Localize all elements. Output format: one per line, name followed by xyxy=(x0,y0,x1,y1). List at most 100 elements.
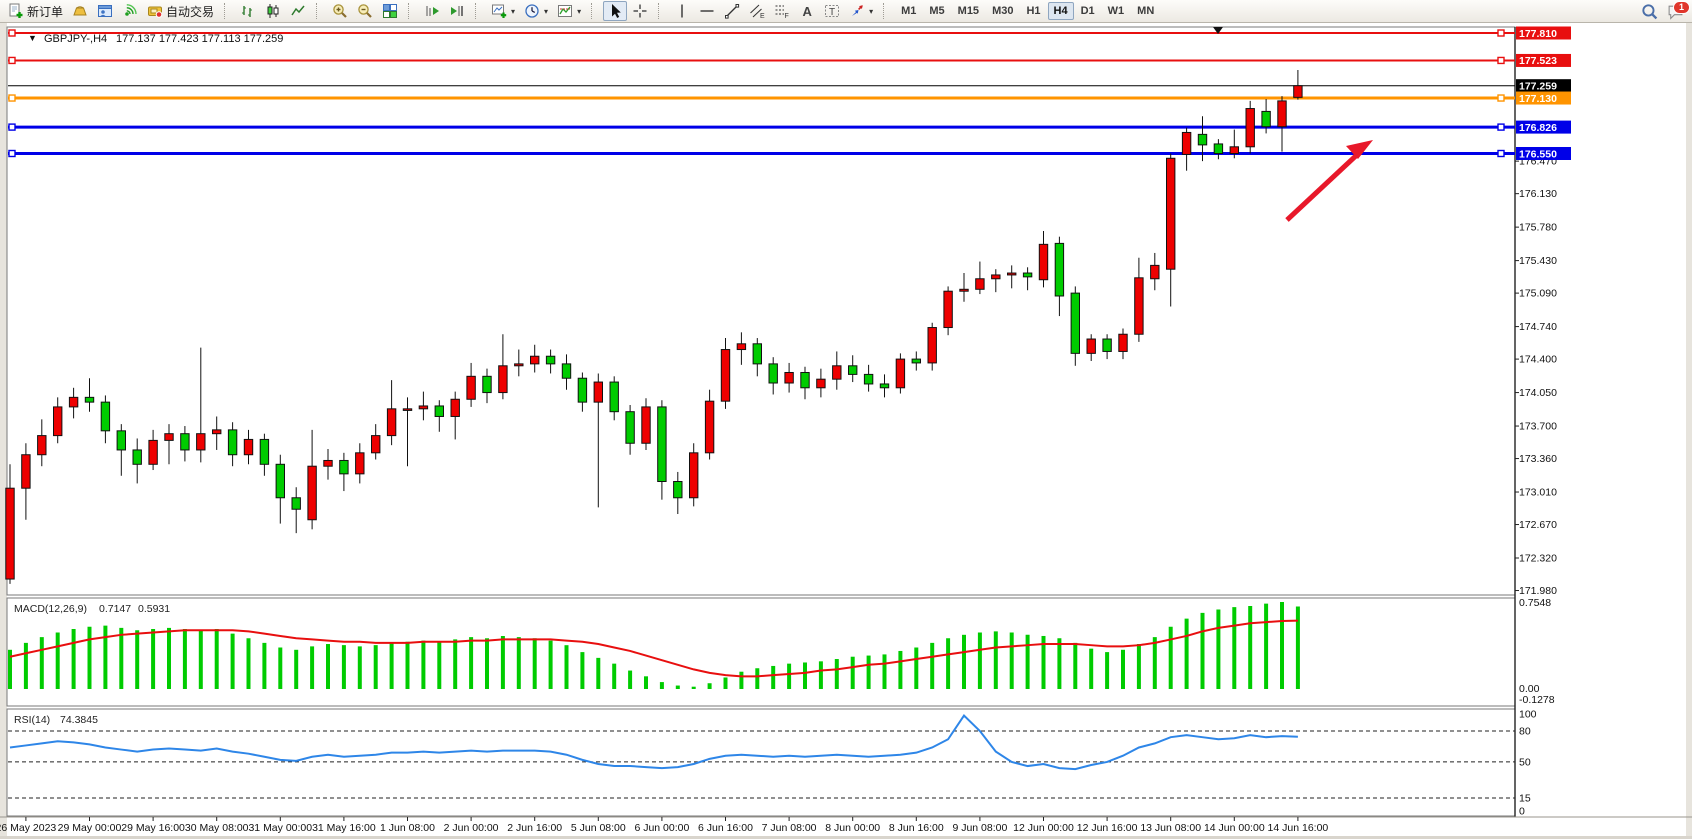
timeframe-h4-button[interactable]: H4 xyxy=(1047,2,1074,20)
svg-text:F: F xyxy=(785,13,789,19)
price-badge-label: 177.130 xyxy=(1519,93,1557,105)
rsi-value: 74.3845 xyxy=(60,714,98,726)
crosshair-button[interactable] xyxy=(628,1,652,21)
hline-handle-right[interactable] xyxy=(1497,149,1505,158)
time-tick-label: 14 Jun 16:00 xyxy=(1268,822,1329,834)
hline-handle-left[interactable] xyxy=(8,123,16,131)
price-tick-label: 175.090 xyxy=(1519,288,1557,300)
timeframe-d1-button[interactable]: D1 xyxy=(1080,5,1095,17)
hline-handle-left[interactable] xyxy=(8,56,16,65)
hline-handle-left[interactable] xyxy=(8,94,16,102)
timeframe-m30-button[interactable]: M30 xyxy=(992,5,1014,17)
time-tick-label: 8 Jun 16:00 xyxy=(889,822,944,834)
candle xyxy=(148,439,158,465)
time-tick-label: 2 Jun 00:00 xyxy=(444,822,499,834)
timeframe-m15-button[interactable]: M15 xyxy=(957,5,980,17)
candlestick-chart-button[interactable] xyxy=(261,1,285,21)
symbol-dropdown-icon[interactable]: ▼ xyxy=(28,33,37,43)
line-chart-button[interactable] xyxy=(286,1,310,21)
candle xyxy=(386,408,397,437)
price-tick-label: 174.050 xyxy=(1519,387,1557,399)
candle xyxy=(1277,100,1287,128)
hline-handle-right[interactable] xyxy=(1497,94,1505,102)
horizontal-line-button[interactable] xyxy=(695,1,719,21)
candle xyxy=(482,375,492,394)
candle xyxy=(848,365,858,375)
price-tick-label: 174.740 xyxy=(1519,321,1557,333)
candle xyxy=(593,381,603,403)
hline-handle-right[interactable] xyxy=(1497,123,1505,131)
candle xyxy=(1102,338,1112,352)
timeframe-m1-button[interactable]: M1 xyxy=(901,5,917,17)
candle xyxy=(116,430,126,451)
candle xyxy=(959,288,969,292)
candle xyxy=(609,381,619,413)
new-order-icon xyxy=(9,3,23,18)
vertical-line-button[interactable] xyxy=(670,1,694,21)
new-order-button[interactable]: 新订单 xyxy=(4,1,67,21)
new-chart-button[interactable]: ▾ xyxy=(487,1,519,21)
candle xyxy=(339,459,349,475)
timeframe-w1-button[interactable]: W1 xyxy=(1107,5,1125,17)
equidistant-channel-button[interactable]: E xyxy=(745,1,769,21)
auto-scroll-button[interactable] xyxy=(420,1,444,21)
zoom-out-button[interactable] xyxy=(353,1,377,21)
trend-arrow-head[interactable] xyxy=(1346,140,1373,159)
arrows-button[interactable]: ▾ xyxy=(845,1,877,21)
candle xyxy=(1022,272,1033,278)
cursor-icon xyxy=(612,4,621,18)
window-right-border xyxy=(1686,23,1692,839)
search-button[interactable] xyxy=(1637,1,1662,21)
candle xyxy=(704,400,715,454)
periods-button[interactable]: ▾ xyxy=(520,1,552,21)
tile-windows-button[interactable] xyxy=(378,1,402,21)
timeframe-m5-button[interactable]: M5 xyxy=(929,5,945,17)
candle xyxy=(1213,143,1224,154)
vertical-line-icon xyxy=(681,4,683,18)
autotrading-button[interactable]: 自动交易 xyxy=(143,1,218,21)
bar-chart-button[interactable] xyxy=(236,1,260,21)
candle xyxy=(911,358,921,364)
text-button[interactable]: A xyxy=(795,1,819,21)
tile-windows-icon xyxy=(383,4,398,18)
trendline-button[interactable] xyxy=(720,1,744,21)
timeframe-h1-button[interactable]: H1 xyxy=(1026,5,1041,17)
cursor-button[interactable] xyxy=(603,1,628,21)
candle xyxy=(196,433,206,451)
fibonacci-button[interactable]: F xyxy=(770,1,794,21)
time-tick-label: 12 Jun 16:00 xyxy=(1077,822,1138,834)
hline-handle-right[interactable] xyxy=(1497,29,1505,37)
candle xyxy=(625,411,635,444)
candlestick-chart-icon xyxy=(267,4,279,18)
autotrading-label: 自动交易 xyxy=(166,4,215,19)
auto-scroll-icon xyxy=(426,6,440,16)
rsi-line xyxy=(9,713,1298,771)
trend-arrow-annotation[interactable] xyxy=(1285,150,1362,222)
rsi-tick-label: 0 xyxy=(1519,805,1525,817)
price-badge xyxy=(1516,26,1571,40)
chart-shift-button[interactable] xyxy=(445,1,469,21)
notifications-button[interactable]: 1 xyxy=(1663,1,1690,21)
candle xyxy=(466,375,476,400)
profiles-button[interactable] xyxy=(68,1,92,21)
templates-button[interactable]: ▾ xyxy=(553,1,585,21)
hline-handle-right[interactable] xyxy=(1497,56,1505,65)
toolbar-separator xyxy=(408,3,415,19)
price-tick-label: 175.780 xyxy=(1519,222,1557,234)
price-tick-label: 175.430 xyxy=(1519,255,1557,267)
signals-button[interactable] xyxy=(118,1,142,21)
candle xyxy=(1181,131,1192,155)
rsi-tick-label: 80 xyxy=(1519,726,1531,738)
candle xyxy=(53,406,63,437)
candle xyxy=(164,433,174,441)
zoom-in-button[interactable] xyxy=(328,1,352,21)
text-label-button[interactable]: T xyxy=(820,1,844,21)
periods-icon xyxy=(525,4,539,18)
data-window-button[interactable] xyxy=(93,1,117,21)
hline-handle-left[interactable] xyxy=(8,149,16,158)
candle xyxy=(784,371,794,384)
hline-handle-left[interactable] xyxy=(8,29,16,37)
window-bottom-border xyxy=(0,836,1692,839)
timeframe-mn-button[interactable]: MN xyxy=(1137,5,1155,17)
equidistant-channel-icon: E xyxy=(750,4,765,19)
